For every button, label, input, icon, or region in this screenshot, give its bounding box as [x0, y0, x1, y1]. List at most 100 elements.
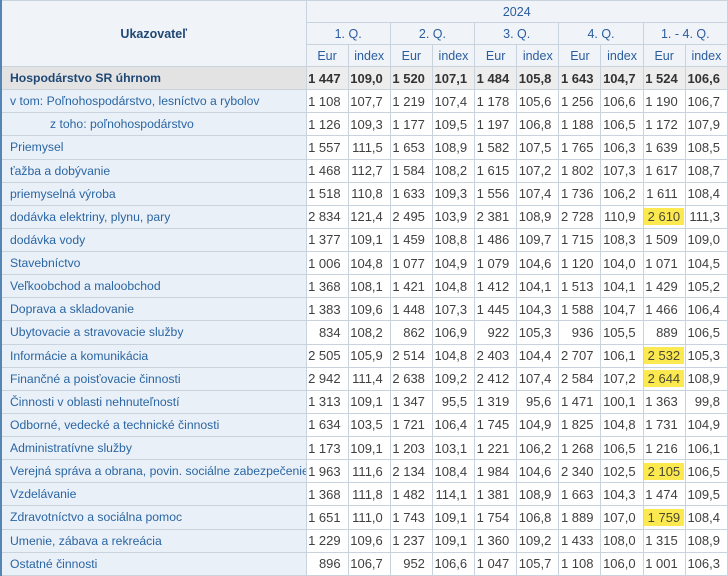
unit-header-index: index	[601, 45, 643, 67]
unit-header-eur: Eur	[559, 45, 601, 67]
eur-value: 1 221	[475, 437, 517, 460]
eur-value: 1 197	[475, 113, 517, 136]
eur-value: 1 509	[643, 228, 685, 251]
eur-value: 1 108	[559, 552, 601, 575]
eur-value: 1 120	[559, 252, 601, 275]
index-value: 107,4	[517, 182, 559, 205]
eur-value: 1 315	[643, 529, 685, 552]
highlighted-value: 1 759	[644, 509, 685, 526]
index-value: 95,6	[517, 390, 559, 413]
eur-value: 1 889	[559, 506, 601, 529]
index-value: 106,7	[685, 90, 727, 113]
index-value: 104,5	[685, 252, 727, 275]
indicator-column-header: Ukazovateľ	[1, 1, 306, 67]
index-value: 106,5	[601, 437, 643, 460]
index-value: 106,3	[685, 552, 727, 575]
indicator-label: priemyselná výroba	[1, 182, 306, 205]
index-value: 104,9	[432, 252, 474, 275]
eur-value: 1 237	[390, 529, 432, 552]
index-value: 111,5	[348, 136, 390, 159]
eur-value: 2 381	[475, 205, 517, 228]
index-value: 109,1	[432, 529, 474, 552]
index-value: 104,3	[517, 298, 559, 321]
eur-value: 1 984	[475, 460, 517, 483]
index-value: 108,7	[685, 159, 727, 182]
index-value: 104,7	[601, 298, 643, 321]
eur-value: 1 633	[390, 182, 432, 205]
indicator-label: Ostatné činnosti	[1, 552, 306, 575]
eur-value: 1 347	[390, 390, 432, 413]
table-row: Informácie a komunikácia2 505105,92 5141…	[1, 344, 728, 367]
index-value: 105,6	[517, 90, 559, 113]
index-value: 108,5	[685, 136, 727, 159]
index-value: 108,9	[517, 483, 559, 506]
highlighted-value: 2 610	[644, 208, 685, 225]
indicator-label: Činnosti v oblasti nehnuteľností	[1, 390, 306, 413]
index-value: 108,2	[348, 321, 390, 344]
unit-header-eur: Eur	[643, 45, 685, 67]
index-value: 104,6	[517, 460, 559, 483]
index-value: 107,4	[432, 90, 474, 113]
eur-value: 1 177	[390, 113, 432, 136]
eur-value: 2 942	[306, 367, 348, 390]
index-value: 107,7	[348, 90, 390, 113]
eur-value: 1 471	[559, 390, 601, 413]
eur-value: 1 651	[306, 506, 348, 529]
index-value: 108,4	[432, 460, 474, 483]
index-value: 106,1	[601, 344, 643, 367]
eur-value: 1 474	[643, 483, 685, 506]
eur-value: 1 190	[643, 90, 685, 113]
index-value: 104,8	[601, 413, 643, 436]
indicator-label: Administratívne služby	[1, 437, 306, 460]
index-value: 108,8	[432, 228, 474, 251]
index-value: 106,8	[517, 113, 559, 136]
quarter-header-2: 2. Q.	[390, 23, 474, 45]
indicator-label: z toho: poľnohospodárstvo	[1, 113, 306, 136]
eur-value: 1 825	[559, 413, 601, 436]
index-value: 109,6	[348, 529, 390, 552]
index-value: 109,5	[432, 113, 474, 136]
eur-value: 1 433	[559, 529, 601, 552]
index-value: 106,7	[348, 552, 390, 575]
index-value: 109,1	[348, 390, 390, 413]
unit-header-index: index	[348, 45, 390, 67]
eur-value: 1 743	[390, 506, 432, 529]
table-row: v tom: Poľnohospodárstvo, lesníctvo a ry…	[1, 90, 728, 113]
index-value: 106,6	[601, 90, 643, 113]
eur-value: 1 445	[475, 298, 517, 321]
index-value: 108,9	[685, 529, 727, 552]
index-value: 107,4	[517, 367, 559, 390]
table-row: Doprava a skladovanie1 383109,61 448107,…	[1, 298, 728, 321]
table-row: Činnosti v oblasti nehnuteľností1 313109…	[1, 390, 728, 413]
index-value: 103,1	[432, 437, 474, 460]
index-value: 108,0	[601, 529, 643, 552]
eur-value: 952	[390, 552, 432, 575]
table-row: Verejná správa a obrana, povin. sociálne…	[1, 460, 728, 483]
index-value: 109,2	[517, 529, 559, 552]
indicator-label: dodávka vody	[1, 228, 306, 251]
eur-value: 1 486	[475, 228, 517, 251]
eur-value: 1 126	[306, 113, 348, 136]
index-value: 106,2	[517, 437, 559, 460]
quarter-header-1: 1. Q.	[306, 23, 390, 45]
eur-value: 2 834	[306, 205, 348, 228]
indicator-label: Stavebníctvo	[1, 252, 306, 275]
eur-value: 1 459	[390, 228, 432, 251]
eur-value: 1 582	[475, 136, 517, 159]
eur-value: 1 745	[475, 413, 517, 436]
highlighted-value: 2 105	[644, 463, 685, 480]
eur-value: 1 363	[643, 390, 685, 413]
index-value: 111,3	[685, 205, 727, 228]
table-row: Veľkoobchod a maloobchod1 368108,11 4211…	[1, 275, 728, 298]
eur-value: 1 377	[306, 228, 348, 251]
unit-header-index: index	[685, 45, 727, 67]
eur-value: 1 448	[390, 298, 432, 321]
index-value: 108,1	[348, 275, 390, 298]
eur-value: 1 588	[559, 298, 601, 321]
index-value: 111,8	[348, 483, 390, 506]
eur-value: 1 715	[559, 228, 601, 251]
index-value: 111,6	[348, 460, 390, 483]
eur-value: 1 736	[559, 182, 601, 205]
table-row: Umenie, zábava a rekreácia1 229109,61 23…	[1, 529, 728, 552]
index-value: 104,1	[517, 275, 559, 298]
